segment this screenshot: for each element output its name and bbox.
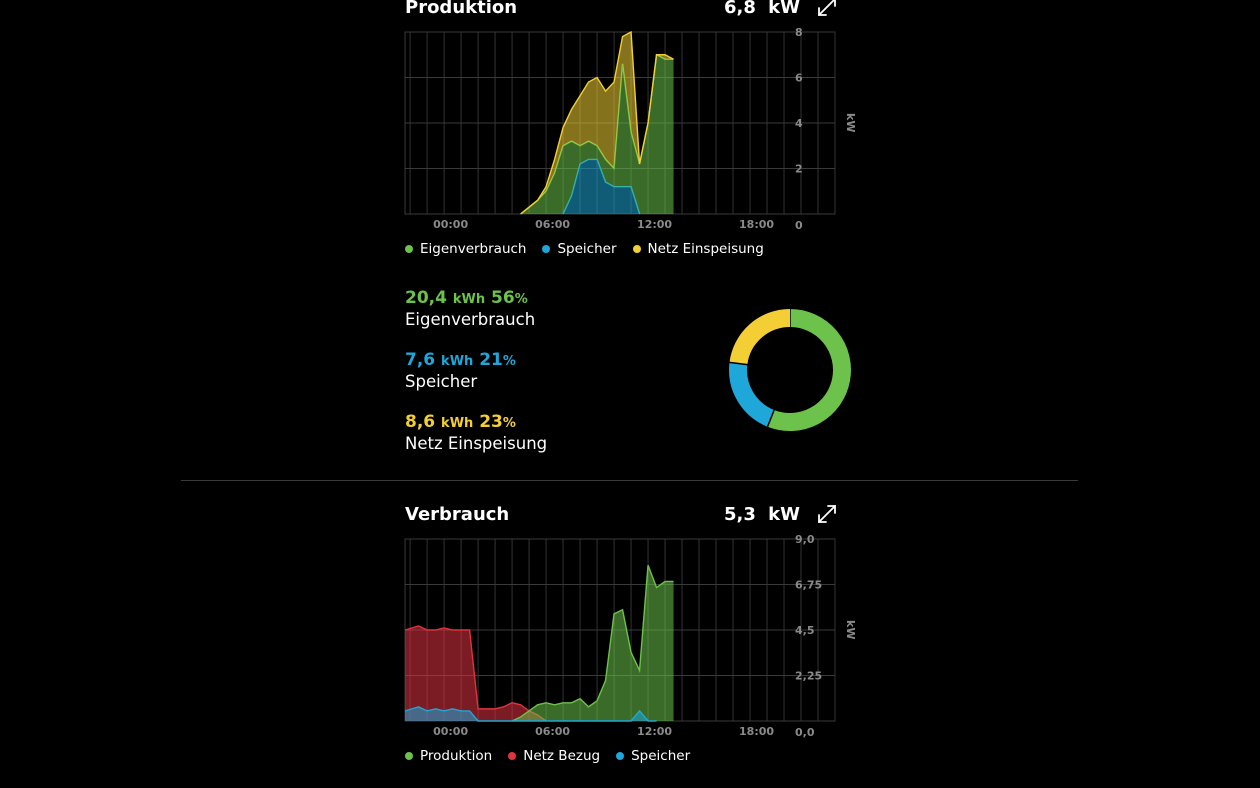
y-tick-label: 4,5 (795, 624, 815, 637)
x-tick-label: 18:00 (739, 218, 774, 231)
legend-label: Netz Bezug (523, 748, 601, 764)
consumption-line-speicher (404, 706, 657, 722)
consumption-power: 5,3 kW (700, 504, 800, 525)
legend-label: Eigenverbrauch (420, 241, 527, 257)
y-tick-label: 0 (795, 219, 803, 232)
legend-dot (616, 752, 625, 760)
production-area-speicher (563, 159, 640, 214)
stat-label: Speicher (405, 372, 478, 391)
y-tick-label: 8 (795, 28, 803, 39)
stat-unit: kWh (452, 292, 486, 307)
legend-dot (508, 752, 517, 760)
consumption-area-netz-bezug (405, 625, 547, 721)
production-chart[interactable]: 0 2 4 6 8 00:00 06:00 12:00 18:00 kW (400, 28, 870, 238)
stat-speicher: 7,6 kWh 21% Speicher (405, 350, 516, 391)
legend-label: Produktion (420, 748, 493, 764)
y-tick-label: 9,0 (795, 535, 815, 546)
consumption-title: Verbrauch (405, 504, 510, 525)
stat-unit: kWh (441, 354, 474, 369)
stat-percent-sign: % (514, 292, 528, 307)
x-tick-label: 06:00 (535, 725, 570, 738)
y-tick-label: 4 (795, 117, 803, 130)
production-donut-chart[interactable] (722, 302, 858, 438)
consumption-chart[interactable]: 0,0 2,25 4,5 6,75 9,0 00:00 06:00 12:00 18:00 kW (400, 535, 870, 745)
y-tick-label: 2,25 (795, 670, 822, 683)
legend-item-speicher[interactable]: Speicher (542, 241, 617, 257)
donut-segment-netz-einspeisung[interactable] (729, 309, 791, 366)
stat-netz-einspeisung: 8,6 kWh 23% Netz Einspeisung (405, 412, 547, 453)
production-power: 6,8 kW (700, 0, 800, 18)
y-tick-label: 6 (795, 72, 803, 85)
legend-label: Speicher (631, 748, 691, 764)
production-area-eigenverbrauch (520, 54, 674, 214)
x-tick-label: 12:00 (637, 218, 672, 231)
stat-percent: 56 (491, 288, 515, 308)
legend-dot (632, 245, 641, 253)
consumption-legend: Produktion Netz Bezug Speicher (405, 748, 690, 764)
expand-icon (818, 505, 836, 523)
production-expand-icon[interactable] (816, 0, 838, 18)
production-legend: Eigenverbrauch Speicher Netz Einspeisung (405, 241, 764, 257)
donut-segment-eigenverbrauch[interactable] (767, 309, 851, 431)
stat-eigenverbrauch: 20,4 kWh 56% Eigenverbrauch (405, 288, 535, 329)
x-tick-label: 06:00 (535, 218, 570, 231)
production-area-netz-einspeisung (520, 32, 674, 214)
production-title: Produktion (405, 0, 518, 18)
legend-item-speicher[interactable]: Speicher (616, 748, 690, 764)
stat-percent-sign: % (502, 354, 516, 369)
stat-percent: 21 (479, 350, 503, 370)
legend-item-netz-einspeisung[interactable]: Netz Einspeisung (632, 241, 764, 257)
production-power-value: 6,8 (724, 0, 756, 18)
donut-segment-speicher[interactable] (729, 362, 775, 427)
production-line-netz-einspeisung (520, 30, 674, 215)
legend-item-produktion[interactable]: Produktion (405, 748, 492, 764)
x-tick-label: 00:00 (433, 725, 468, 738)
y-axis-unit-label: kW (844, 113, 857, 132)
x-tick-label: 00:00 (433, 218, 468, 231)
consumption-power-value: 5,3 (724, 504, 756, 525)
legend-label: Speicher (557, 241, 617, 257)
consumption-area-produktion (512, 565, 674, 721)
donut-separator (766, 409, 775, 427)
stat-percent-sign: % (502, 416, 516, 431)
legend-label: Netz Einspeisung (647, 241, 764, 257)
y-axis-unit-label: kW (844, 620, 857, 639)
expand-icon (818, 0, 836, 16)
y-tick-label: 6,75 (795, 579, 822, 592)
stat-value: 20,4 (405, 288, 447, 308)
stat-value: 8,6 (405, 412, 436, 432)
x-tick-label: 18:00 (739, 725, 774, 738)
y-tick-label: 0,0 (795, 726, 815, 739)
consumption-line-produktion (511, 565, 674, 722)
production-power-unit: kW (768, 0, 800, 18)
consumption-power-unit: kW (768, 504, 800, 525)
legend-dot (405, 245, 413, 253)
section-divider (181, 480, 1078, 481)
legend-item-eigenverbrauch[interactable]: Eigenverbrauch (405, 241, 526, 257)
stat-label: Netz Einspeisung (405, 434, 548, 453)
legend-dot (542, 245, 551, 253)
x-tick-label: 12:00 (637, 725, 672, 738)
stat-unit: kWh (441, 416, 474, 431)
stat-percent: 23 (479, 412, 503, 432)
donut-separator (729, 361, 748, 366)
legend-item-netz-bezug[interactable]: Netz Bezug (508, 748, 600, 764)
stat-label: Eigenverbrauch (405, 310, 536, 329)
stat-value: 7,6 (405, 350, 436, 370)
legend-dot (405, 752, 413, 760)
consumption-line-netz-bezug (404, 625, 547, 722)
consumption-area-speicher (405, 706, 657, 721)
y-tick-label: 2 (795, 163, 803, 176)
consumption-expand-icon[interactable] (816, 503, 838, 525)
